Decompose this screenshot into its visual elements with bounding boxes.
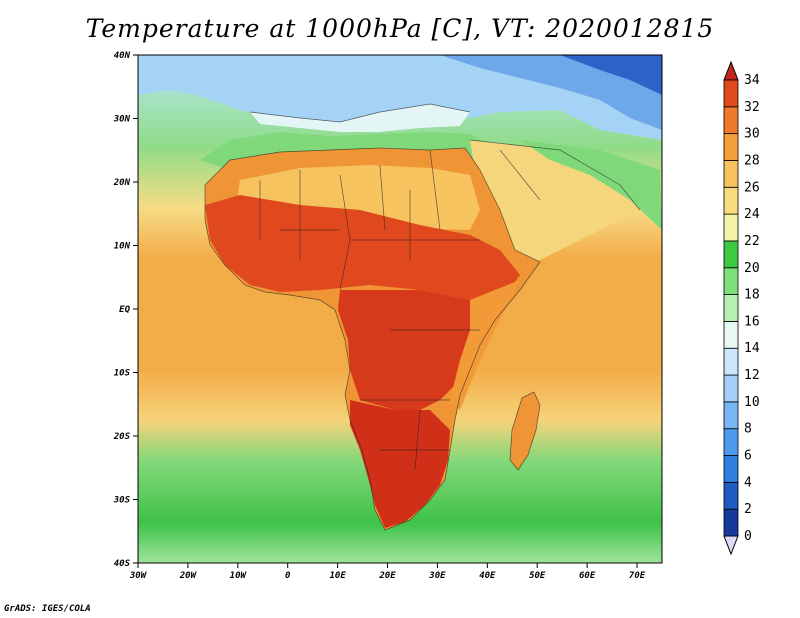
lat-label: EQ (119, 305, 130, 315)
colorbar-tick-label: 6 (744, 449, 752, 464)
latitude-axis: 40N 30N 20N 10N EQ 10S 20S 30S 40S (113, 51, 138, 569)
colorbar-bin (723, 294, 739, 322)
colorbar-tick-label: 20 (744, 261, 760, 276)
lat-label: 10S (114, 369, 131, 379)
lon-label: 20W (179, 571, 198, 581)
lon-label: 50E (529, 571, 546, 581)
longitude-axis: 30W 20W 10W 0 10E 20E 30E 40E 50E 60E 70E (129, 563, 646, 581)
colorbar-bin (723, 455, 739, 483)
lon-label: 10E (329, 571, 346, 581)
colorbar-tick-label: 8 (744, 422, 752, 437)
lon-label: 10W (230, 571, 248, 581)
colorbar-tick-label: 16 (744, 314, 760, 329)
colorbar-tick-label: 2 (744, 502, 752, 517)
lat-label: 20S (113, 432, 131, 442)
chart-title: Temperature at 1000hPa [C], VT: 20200128… (85, 14, 715, 43)
colorbar-bin (723, 321, 739, 349)
colorbar-tick-label: 28 (744, 153, 760, 168)
colorbar-tick-label: 22 (744, 234, 760, 249)
lat-label: 10N (114, 242, 131, 252)
lon-label: 20E (378, 571, 396, 581)
colorbar-bin (723, 186, 739, 215)
colorbar-tick-label: 12 (744, 368, 760, 383)
central-africa-hot (338, 290, 490, 410)
lon-label: 40E (479, 571, 496, 581)
colorbar-bin (723, 106, 739, 135)
lon-label: 70E (629, 571, 646, 581)
colorbar-bin (723, 347, 739, 376)
middle-east-green (520, 140, 662, 230)
colorbar-bin (723, 374, 739, 403)
colorbar-tick-label: 30 (744, 127, 760, 142)
colorbar-tick-label: 4 (744, 475, 752, 490)
lat-label: 40N (114, 51, 131, 61)
country-borders (204, 103, 641, 531)
colorbar-min-triangle (723, 535, 739, 556)
colorbar-bin (723, 133, 739, 161)
colorbar-tick-label: 32 (744, 100, 760, 115)
map-field (138, 55, 662, 563)
colorbar-tick-label: 26 (744, 180, 760, 195)
colorbar-tick-label: 24 (744, 207, 760, 222)
colorbar-bin (723, 213, 739, 242)
credit-text: GrADS: IGES/COLA (4, 604, 91, 614)
southern-africa-hot (350, 400, 450, 528)
lon-label: 30E (428, 571, 446, 581)
lon-label: 0 (285, 571, 291, 581)
colorbar-tick-label: 34 (744, 73, 760, 88)
colorbar-bin (723, 481, 739, 510)
colorbar-tick-label: 0 (744, 529, 752, 544)
colorbar-tick-label: 18 (744, 288, 760, 303)
colorbar-tick-label: 14 (744, 341, 760, 356)
lat-label: 30N (113, 115, 131, 125)
europe-cold-region (440, 55, 662, 130)
colorbar-max-triangle (723, 60, 739, 81)
west-africa-hot (205, 195, 520, 310)
lon-label: 30W (129, 571, 148, 581)
east-africa-warm (450, 280, 520, 410)
lat-label: 30S (113, 496, 131, 506)
colorbar-bin (723, 401, 739, 430)
mediterranean-region (250, 104, 470, 132)
madagascar (510, 392, 540, 470)
colorbar-bin (723, 428, 739, 456)
lon-label: 60E (579, 571, 596, 581)
lat-label: 40S (114, 559, 131, 569)
colorbar-bin (723, 508, 739, 537)
colorbar-bin (723, 267, 739, 295)
colorbar-tick-label: 10 (744, 395, 760, 410)
colorbar-bin (723, 160, 739, 188)
arctic-cold-region (560, 55, 662, 95)
lat-label: 20N (113, 178, 131, 188)
colorbar-bin (723, 240, 739, 269)
colorbar-bin (723, 79, 739, 108)
